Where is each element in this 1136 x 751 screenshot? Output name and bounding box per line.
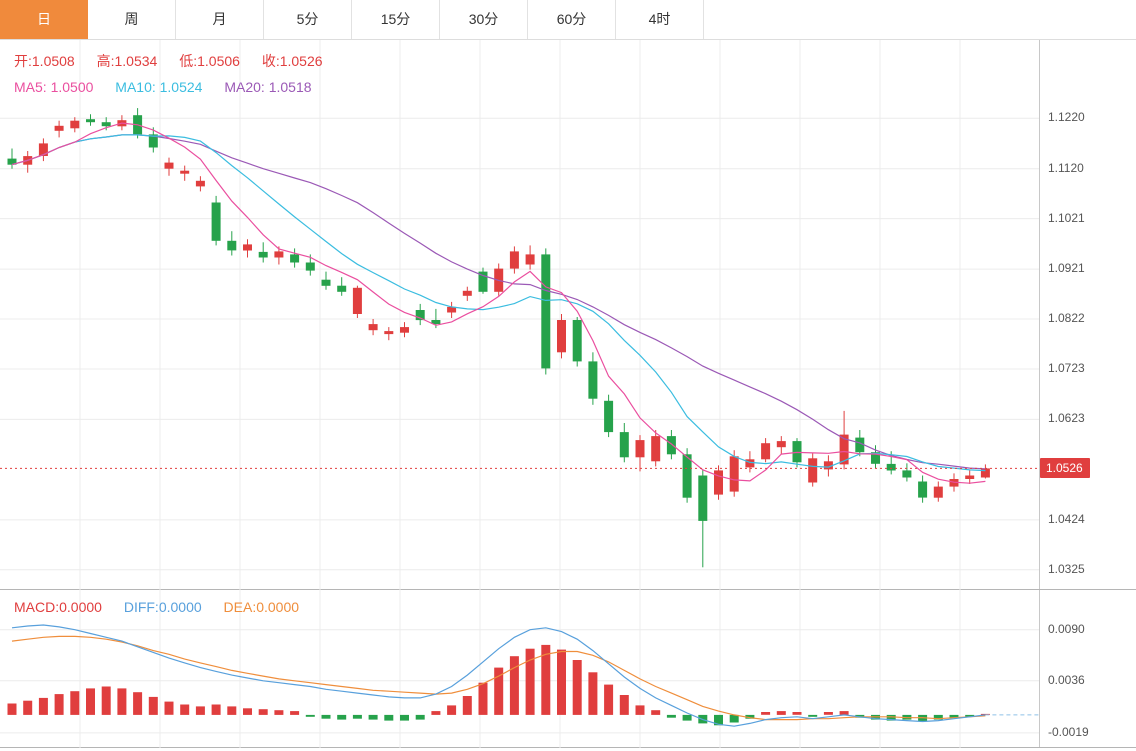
price-tick-label: 1.1220 xyxy=(1048,110,1085,125)
ohlc-high: 高:1.0534 xyxy=(96,53,158,69)
macd-legend: MACD:0.0000 DIFF:0.0000 DEA:0.0000 xyxy=(14,594,317,620)
price-tick-label: 1.0822 xyxy=(1048,311,1085,326)
macd-chart[interactable]: MACD:0.0000 DIFF:0.0000 DEA:0.0000 xyxy=(0,590,1039,748)
price-tick-label: 1.0623 xyxy=(1048,411,1085,426)
price-tick-label: 1.0723 xyxy=(1048,360,1085,375)
price-tick-label: 1.1120 xyxy=(1048,160,1084,175)
ma20-value: MA20: 1.0518 xyxy=(224,79,312,95)
timeframe-tabbar: 日 周 月 5分 15分 30分 60分 4时 xyxy=(0,0,1136,40)
macd-legend-row: MACD:0.0000 DIFF:0.0000 DEA:0.0000 xyxy=(14,594,317,620)
candlestick-svg xyxy=(0,40,1039,590)
ohlc-close: 收:1.0526 xyxy=(261,53,323,69)
macd-axis: 0.0090 0.0036 -0.0019 xyxy=(1039,590,1135,747)
ma-legend-row: MA5: 1.0500 MA10: 1.0524 MA20: 1.0518 xyxy=(14,74,341,100)
price-tick-label: 1.0325 xyxy=(1048,561,1085,576)
macd-tick-label: -0.0019 xyxy=(1048,724,1089,739)
tab-60min[interactable]: 60分 xyxy=(528,0,616,39)
macd-value: MACD:0.0000 xyxy=(14,599,102,615)
tab-day[interactable]: 日 xyxy=(0,0,88,39)
price-tick-label: 1.0424 xyxy=(1048,511,1085,526)
ohlc-open: 开:1.0508 xyxy=(14,53,75,69)
ma10-value: MA10: 1.0524 xyxy=(115,79,203,95)
main-chart-panel: 开:1.0508 高:1.0534 低:1.0506 收:1.0526 MA5:… xyxy=(0,40,1136,590)
current-price-badge: 1.0526 xyxy=(1040,458,1090,479)
tab-month[interactable]: 月 xyxy=(176,0,264,39)
macd-svg xyxy=(0,590,1039,748)
tab-30min[interactable]: 30分 xyxy=(440,0,528,39)
ohlc-legend-row: 开:1.0508 高:1.0534 低:1.0506 收:1.0526 xyxy=(14,48,341,74)
macd-panel: MACD:0.0000 DIFF:0.0000 DEA:0.0000 0.009… xyxy=(0,590,1136,748)
tab-week[interactable]: 周 xyxy=(88,0,176,39)
tab-5min[interactable]: 5分 xyxy=(264,0,352,39)
price-axis: 1.0526 1.1220 1.1120 1.1021 1.0921 1.0822 1.0… xyxy=(1039,40,1135,589)
ma5-value: MA5: 1.0500 xyxy=(14,79,94,95)
price-tick-label: 1.0921 xyxy=(1048,261,1085,276)
macd-tick-label: 0.0036 xyxy=(1048,672,1085,687)
price-tick-label: 1.1021 xyxy=(1048,210,1085,225)
macd-tick-label: 0.0090 xyxy=(1048,621,1085,636)
tab-15min[interactable]: 15分 xyxy=(352,0,440,39)
candlestick-chart[interactable]: 开:1.0508 高:1.0534 低:1.0506 收:1.0526 MA5:… xyxy=(0,40,1039,590)
dea-value: DEA:0.0000 xyxy=(223,599,300,615)
tab-4hour[interactable]: 4时 xyxy=(616,0,704,39)
ohlc-low: 低:1.0506 xyxy=(179,53,240,69)
main-chart-legend: 开:1.0508 高:1.0534 低:1.0506 收:1.0526 MA5:… xyxy=(14,48,341,100)
diff-value: DIFF:0.0000 xyxy=(123,599,202,615)
